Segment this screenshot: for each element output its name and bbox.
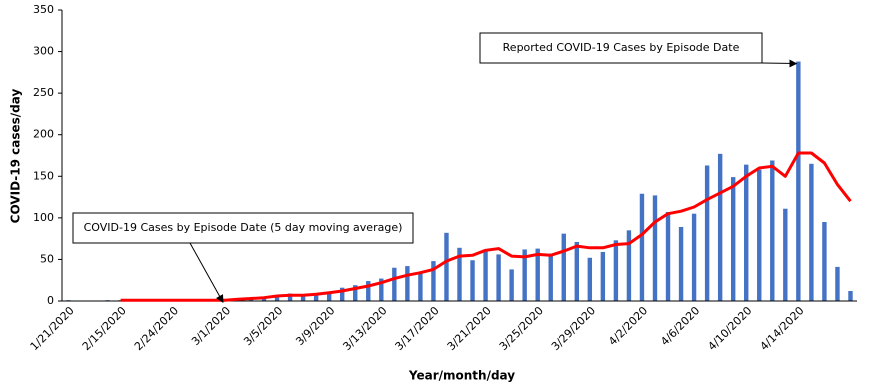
bar	[313, 294, 319, 301]
x-tick-label: 4/10/2020	[705, 304, 754, 353]
bar	[353, 285, 358, 301]
bar	[326, 292, 332, 301]
x-tick-label: 3/29/2020	[549, 304, 598, 353]
y-tick-label: 50	[40, 252, 54, 265]
bar	[444, 232, 449, 301]
bar	[744, 164, 749, 301]
bar	[496, 254, 501, 301]
bar	[730, 177, 736, 301]
y-tick-label: 350	[33, 3, 54, 16]
bar	[757, 169, 762, 301]
bar	[274, 296, 280, 301]
bar	[470, 260, 475, 301]
x-tick-label: 3/1/2020	[189, 304, 233, 348]
x-tick-label: 4/14/2020	[758, 304, 807, 353]
bar	[770, 160, 775, 301]
bar	[340, 287, 345, 301]
bar	[418, 271, 423, 301]
bar	[626, 230, 632, 301]
x-axis-title: Year/month/day	[408, 369, 515, 383]
x-tick-label: 4/2/2020	[606, 304, 650, 348]
bar	[848, 291, 853, 301]
bar	[691, 213, 697, 301]
annotation-box	[72, 212, 414, 244]
x-tick-label: 1/21/2020	[28, 304, 77, 353]
x-tick-label: 3/25/2020	[497, 304, 546, 353]
bar	[287, 293, 293, 301]
bar	[717, 153, 723, 301]
bar	[652, 195, 658, 301]
bar	[483, 251, 488, 301]
x-tick-label: 2/24/2020	[132, 304, 181, 353]
bar	[665, 212, 671, 301]
bar	[600, 251, 606, 301]
bar	[509, 269, 514, 301]
y-axis-title: COVID-19 cases/day	[9, 89, 23, 224]
x-tick-label: 3/5/2020	[241, 304, 285, 348]
bar	[548, 253, 553, 301]
bar	[561, 233, 566, 301]
bar	[366, 281, 371, 301]
bar	[431, 261, 436, 301]
x-tick-label: 3/9/2020	[293, 304, 337, 348]
y-tick-label: 150	[33, 169, 54, 182]
bar	[587, 257, 593, 301]
bar	[796, 61, 801, 302]
annotation-text: Reported COVID-19 Cases by Episode Date	[503, 41, 740, 54]
y-tick-label: 200	[33, 128, 54, 141]
x-tick-label: 2/15/2020	[80, 304, 129, 353]
annotation-arrow	[189, 242, 224, 304]
bar	[300, 294, 306, 301]
bar	[379, 278, 384, 301]
x-tick-label: 4/6/2020	[658, 304, 702, 348]
x-tick-label: 3/17/2020	[393, 304, 442, 353]
bar	[392, 267, 397, 301]
line	[120, 151, 852, 302]
bar	[574, 241, 579, 301]
bar	[704, 165, 710, 301]
bar	[783, 208, 788, 301]
y-tick-label: 300	[33, 45, 54, 58]
annotation-box	[479, 32, 763, 64]
x-tick-label: 3/13/2020	[340, 304, 389, 353]
bar	[822, 222, 827, 301]
bar	[457, 247, 462, 301]
annotation-text: COVID-19 Cases by Episode Date (5 day mo…	[84, 221, 403, 234]
x-tick-label: 3/21/2020	[445, 304, 494, 353]
y-tick-label: 0	[47, 294, 54, 307]
bar	[613, 240, 619, 301]
annotation-arrow	[759, 59, 798, 68]
bar	[405, 266, 410, 301]
y-tick-label: 100	[33, 211, 54, 224]
bar	[639, 193, 645, 301]
bar	[809, 163, 814, 301]
bar	[678, 227, 684, 301]
y-tick-label: 250	[33, 86, 54, 99]
bar	[535, 248, 540, 301]
bar	[522, 249, 527, 301]
bar	[835, 266, 840, 301]
